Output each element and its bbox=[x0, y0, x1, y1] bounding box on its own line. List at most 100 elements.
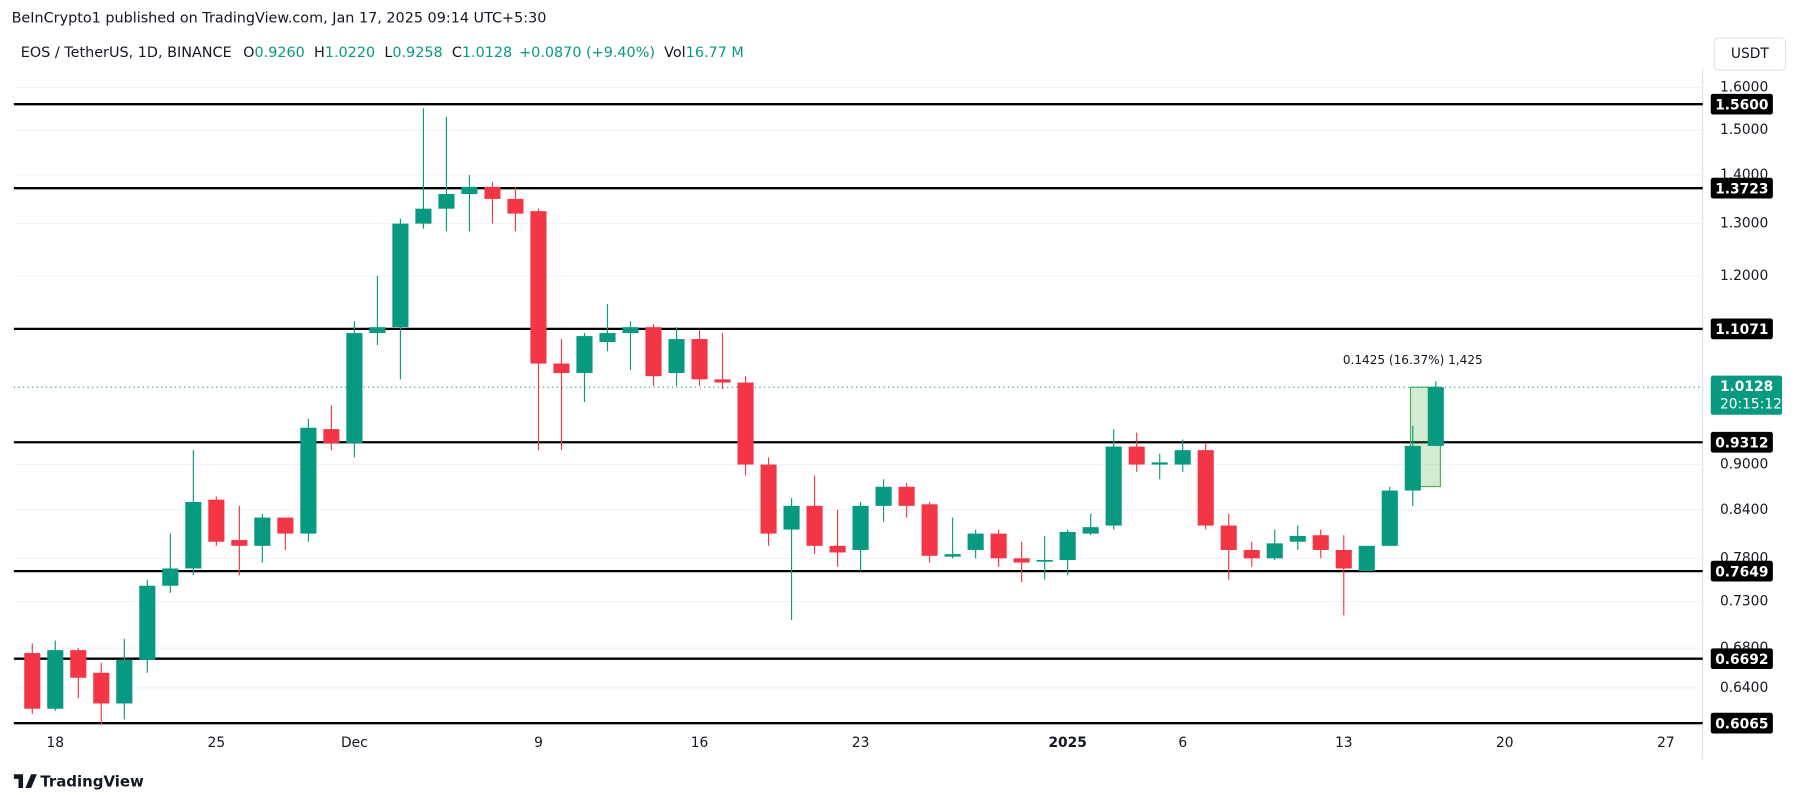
y-tick-label: 1.3000 bbox=[1720, 216, 1768, 232]
x-tick-label: 13 bbox=[1335, 735, 1353, 751]
candle-body bbox=[553, 363, 570, 373]
y-tick-label: 0.9000 bbox=[1720, 457, 1768, 473]
candle-body bbox=[990, 533, 1007, 559]
candle-body bbox=[1289, 536, 1306, 542]
candle-body bbox=[783, 505, 800, 530]
level-label-box bbox=[1710, 431, 1773, 453]
candle-body bbox=[1243, 549, 1260, 559]
x-tick-label: 6 bbox=[1178, 735, 1187, 751]
candle-body bbox=[1427, 387, 1444, 446]
candle-body bbox=[162, 568, 179, 586]
candle-body bbox=[668, 339, 685, 373]
candle-body bbox=[70, 650, 87, 678]
candle-body bbox=[645, 327, 662, 377]
published-line: BeInCrypto1 published on TradingView.com… bbox=[12, 10, 547, 26]
currency-button[interactable] bbox=[1713, 37, 1787, 71]
candle-body bbox=[1013, 558, 1030, 563]
level-label: 0.6065 bbox=[1715, 716, 1768, 732]
legend-line: EOS / TetherUS, 1D, BINANCE O0.9260 H1.022… bbox=[21, 45, 744, 61]
ohlc-label: H bbox=[314, 45, 325, 61]
candle-body bbox=[1128, 446, 1145, 465]
candle-body bbox=[875, 486, 892, 506]
level-label: 1.3723 bbox=[1715, 181, 1768, 197]
ohlc-value: 0.9258 bbox=[392, 45, 442, 61]
candle-body bbox=[231, 540, 248, 546]
x-tick-label: 27 bbox=[1657, 735, 1675, 751]
x-tick-label: 25 bbox=[208, 735, 226, 751]
y-tick-label: 1.6000 bbox=[1720, 80, 1768, 96]
candle-body bbox=[737, 382, 754, 465]
brand: TradingView bbox=[40, 772, 144, 790]
candle-body bbox=[806, 505, 823, 546]
candle-body bbox=[300, 427, 317, 534]
candle-body bbox=[1266, 543, 1283, 559]
candle-body bbox=[691, 339, 708, 380]
candle-body bbox=[116, 659, 133, 704]
level-label: 0.9312 bbox=[1715, 435, 1768, 451]
ohlc-value: 1.0220 bbox=[325, 45, 375, 61]
candle-body bbox=[714, 379, 731, 383]
candle-body bbox=[599, 333, 616, 343]
x-tick-label: Dec bbox=[341, 735, 368, 751]
change: +0.0870 (+9.40%) bbox=[519, 45, 655, 61]
candle-body bbox=[1335, 549, 1352, 569]
candle-body bbox=[24, 653, 41, 709]
candle-body bbox=[254, 517, 271, 546]
candle-body bbox=[760, 464, 777, 534]
candle-body bbox=[139, 585, 156, 660]
ohlc-label: O bbox=[243, 45, 254, 61]
y-tick-label: 1.5000 bbox=[1720, 122, 1768, 138]
candle-body bbox=[438, 194, 455, 209]
brand-logo bbox=[13, 774, 37, 789]
candle-body bbox=[944, 554, 961, 557]
x-tick-label: 23 bbox=[852, 735, 870, 751]
level-label-box bbox=[1710, 648, 1773, 670]
candle-body bbox=[461, 186, 478, 195]
level-label-box bbox=[1710, 93, 1773, 115]
candle-body bbox=[392, 223, 409, 328]
level-label-box bbox=[1710, 177, 1773, 199]
candle-body bbox=[507, 198, 524, 214]
ohlc-label: L bbox=[384, 45, 392, 61]
candle-body bbox=[530, 211, 547, 364]
candle-body bbox=[1312, 535, 1329, 550]
last-price-label: 1.0128 bbox=[1720, 379, 1773, 395]
candle-body bbox=[1404, 445, 1421, 491]
candle-body bbox=[369, 327, 386, 334]
candle-body bbox=[47, 650, 64, 709]
candle-body bbox=[1082, 527, 1099, 534]
currency[interactable]: USDT bbox=[1731, 46, 1769, 62]
candle-body bbox=[967, 533, 984, 550]
y-tick-label: 0.8400 bbox=[1720, 502, 1768, 518]
x-tick-label: 16 bbox=[691, 735, 709, 751]
level-label: 0.6692 bbox=[1715, 652, 1768, 668]
ohlc-value: 1.0128 bbox=[462, 45, 512, 61]
candle-body bbox=[93, 672, 110, 704]
x-tick-label: 20 bbox=[1496, 735, 1514, 751]
candle-body bbox=[208, 499, 225, 542]
candle-body bbox=[1174, 450, 1191, 465]
candle-body bbox=[852, 505, 869, 550]
candle-body bbox=[1036, 559, 1053, 562]
y-tick-label: 0.6400 bbox=[1720, 680, 1768, 696]
ohlc-value: 0.9260 bbox=[254, 45, 304, 61]
candle-body bbox=[346, 333, 363, 444]
x-tick-label: 2025 bbox=[1048, 735, 1086, 751]
symbol: EOS / TetherUS, 1D, BINANCE bbox=[21, 45, 232, 61]
candle-body bbox=[1358, 545, 1375, 572]
candle-body bbox=[484, 186, 501, 199]
candle-body bbox=[622, 327, 639, 334]
x-tick-label: 9 bbox=[534, 735, 543, 751]
candle-body bbox=[829, 545, 846, 553]
level-label-box bbox=[1710, 712, 1773, 734]
countdown: 20:15:12 bbox=[1720, 396, 1782, 412]
candle-body bbox=[1059, 531, 1076, 560]
level-label: 1.1071 bbox=[1715, 322, 1768, 338]
level-label: 1.5600 bbox=[1715, 97, 1768, 113]
level-label-box bbox=[1710, 560, 1773, 582]
candle-body bbox=[185, 502, 202, 569]
candle-body bbox=[1220, 525, 1237, 550]
volume: 16.77 M bbox=[686, 45, 744, 61]
